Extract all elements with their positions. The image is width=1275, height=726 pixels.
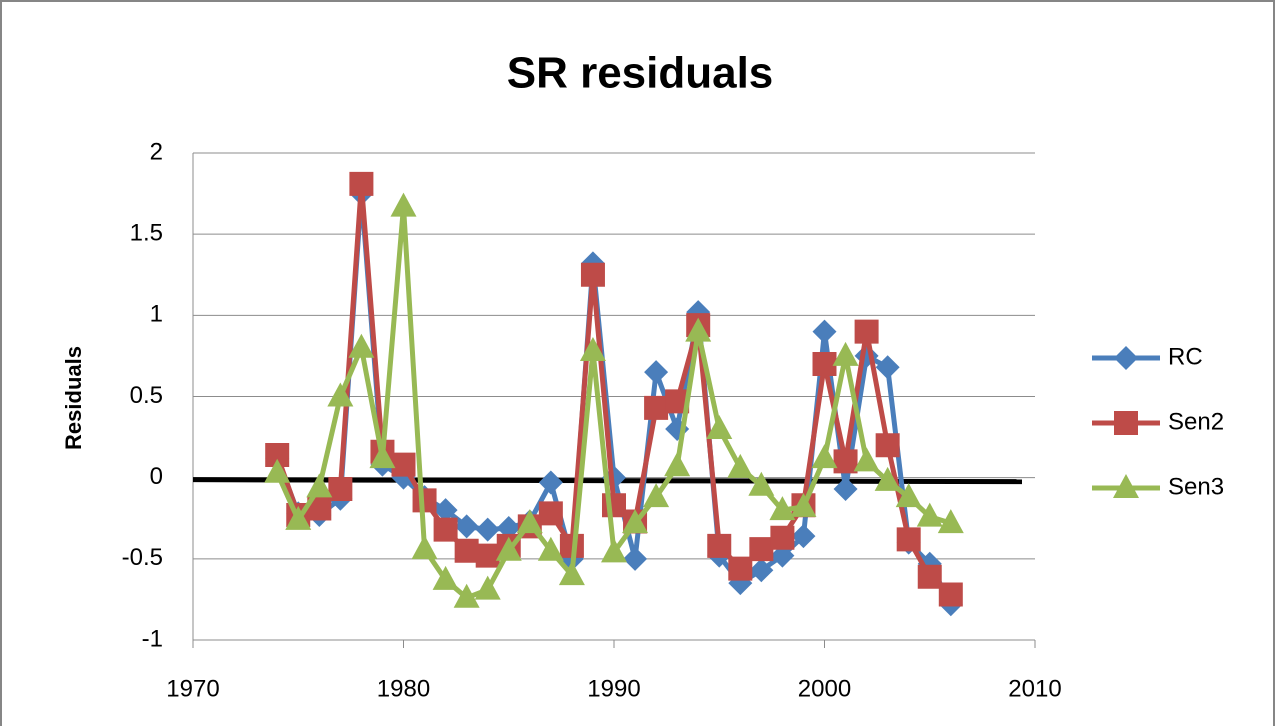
- data-point: [264, 458, 291, 483]
- data-point: [265, 442, 290, 467]
- data-point: [349, 171, 374, 196]
- data-point: [602, 493, 626, 518]
- data-point: [728, 556, 753, 581]
- data-point: [917, 564, 942, 589]
- data-point: [791, 524, 816, 549]
- data-point: [727, 453, 754, 478]
- data-point: [495, 536, 522, 561]
- data-point: [454, 514, 479, 539]
- data-point: [411, 535, 438, 560]
- legend-marker: [1114, 411, 1138, 435]
- legend-label: Sen2: [1168, 408, 1224, 435]
- data-point: [285, 505, 312, 530]
- data-point: [474, 575, 501, 600]
- data-point: [516, 509, 543, 534]
- x-tick-label: 2000: [798, 675, 851, 702]
- data-point: [348, 333, 375, 358]
- data-point: [895, 483, 922, 508]
- data-point: [433, 498, 458, 523]
- data-point: [644, 395, 669, 420]
- data-point: [432, 565, 459, 590]
- data-point: [644, 360, 669, 385]
- data-point: [832, 341, 859, 366]
- data-point: [749, 537, 774, 562]
- data-point: [454, 538, 479, 563]
- y-tick-label: -1: [142, 625, 163, 652]
- legend-marker: [1113, 474, 1139, 498]
- data-point: [622, 509, 649, 534]
- data-point: [938, 582, 963, 607]
- data-point: [790, 492, 817, 517]
- data-point: [685, 317, 712, 342]
- data-point: [433, 517, 458, 542]
- data-point: [579, 337, 606, 362]
- data-point: [875, 433, 900, 458]
- data-point: [706, 414, 733, 439]
- chart-title: SR residuals: [507, 49, 774, 98]
- y-tick-label: 1: [150, 301, 163, 328]
- data-point: [537, 536, 564, 561]
- data-point: [390, 192, 417, 217]
- data-point: [937, 509, 964, 534]
- x-tick-label: 1990: [587, 675, 640, 702]
- data-point: [643, 483, 670, 508]
- data-point: [623, 546, 648, 571]
- data-point: [306, 473, 333, 498]
- data-point: [854, 319, 879, 344]
- data-point: [475, 543, 500, 568]
- data-point: [391, 452, 416, 477]
- data-point: [665, 389, 690, 414]
- y-tick-label: 0.5: [130, 382, 163, 409]
- data-point: [328, 477, 353, 502]
- data-point: [811, 444, 838, 469]
- y-tick-label: 2: [150, 138, 163, 165]
- data-point: [412, 488, 437, 513]
- data-point: [833, 449, 858, 474]
- data-point: [538, 470, 563, 495]
- data-point: [475, 517, 500, 542]
- data-point: [874, 466, 901, 491]
- y-tick-label: 0: [150, 463, 163, 490]
- y-tick-label: 1.5: [130, 220, 163, 247]
- data-point: [770, 525, 795, 550]
- x-tick-label: 1970: [166, 675, 219, 702]
- y-axis-label: Residuals: [61, 346, 86, 450]
- data-point: [580, 262, 605, 287]
- x-tick-label: 2010: [1008, 675, 1061, 702]
- data-point: [559, 533, 584, 558]
- data-point: [453, 583, 480, 608]
- data-point: [601, 538, 627, 563]
- data-point: [748, 471, 775, 496]
- data-point: [327, 382, 354, 407]
- data-point: [369, 444, 396, 469]
- data-point: [833, 477, 858, 502]
- legend-label: Sen3: [1168, 473, 1224, 500]
- y-tick-label: -0.5: [122, 544, 163, 571]
- data-point: [307, 496, 332, 521]
- data-point: [707, 533, 732, 558]
- data-point: [749, 558, 774, 583]
- data-point: [812, 319, 837, 344]
- data-point: [538, 501, 563, 526]
- x-tick-label: 1980: [377, 675, 430, 702]
- data-point: [769, 496, 796, 521]
- legend-marker: [1114, 346, 1138, 370]
- data-point: [558, 561, 585, 586]
- data-point: [664, 452, 691, 477]
- data-point: [916, 502, 943, 527]
- legend-label: RC: [1168, 343, 1203, 370]
- data-point: [812, 352, 837, 377]
- data-point: [875, 355, 900, 380]
- data-point: [896, 527, 921, 552]
- data-point: [853, 447, 880, 472]
